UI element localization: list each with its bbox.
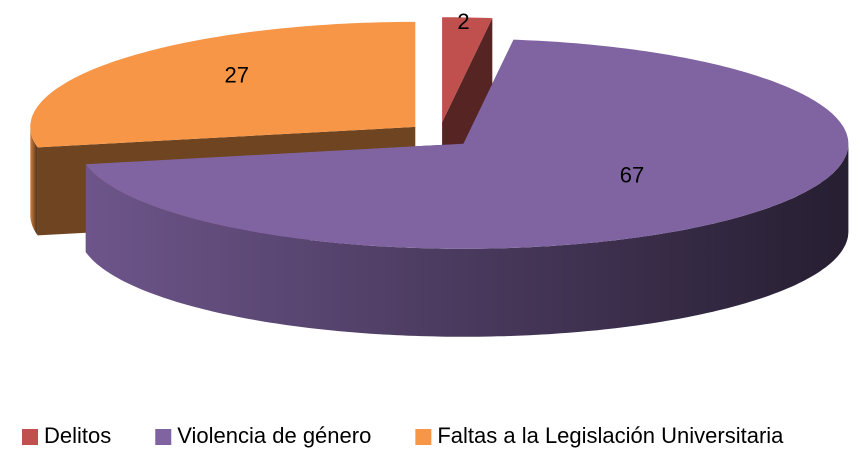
pie-tops	[30, 17, 849, 249]
legend-label: Violencia de género	[177, 423, 371, 448]
legend-swatch	[22, 429, 38, 445]
value-label: 27	[224, 63, 248, 88]
legend-label: Delitos	[44, 423, 111, 448]
value-labels: 2 67 27	[224, 9, 644, 188]
legend-swatch	[155, 429, 172, 445]
value-label: 2	[457, 9, 469, 34]
slice-top	[30, 21, 416, 148]
slice-top	[442, 17, 493, 123]
legend: Delitos Violencia de género Faltas a la Le…	[22, 423, 784, 448]
legend-label: Faltas a la Legislación Universitaria	[437, 423, 784, 448]
slice-top	[85, 39, 849, 249]
value-label: 67	[620, 163, 644, 188]
slice-wall	[30, 126, 38, 236]
legend-swatch	[415, 429, 432, 445]
slice-wall	[85, 143, 849, 337]
